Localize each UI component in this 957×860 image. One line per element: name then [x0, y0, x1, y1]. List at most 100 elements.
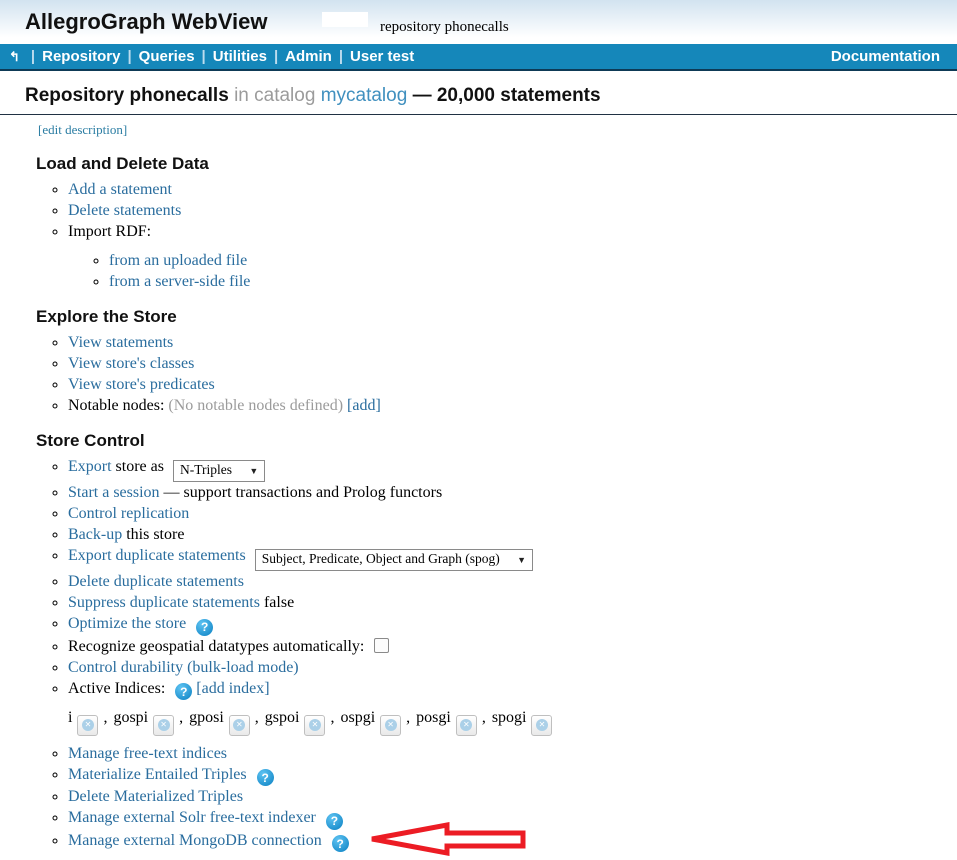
list-item: Suppress duplicate statements false — [68, 593, 957, 613]
import-uploaded-file-link[interactable]: from an uploaded file — [109, 252, 248, 269]
delete-duplicates-link[interactable]: Delete duplicate statements — [68, 573, 244, 590]
delete-index-button[interactable]: ✕ — [77, 714, 99, 736]
app-header: AllegroGraph WebView repository phonecal… — [0, 0, 957, 44]
delete-index-button[interactable]: ✕ — [531, 714, 553, 736]
view-statements-link[interactable]: View statements — [68, 334, 174, 351]
chevron-down-icon: ▼ — [517, 555, 527, 565]
page-title-in-catalog: in catalog — [234, 85, 316, 106]
notable-nodes-label: Notable nodes: — [68, 397, 165, 414]
suppress-duplicates-link[interactable]: Suppress duplicate statements — [68, 594, 260, 611]
backup-link[interactable]: Back-up — [68, 526, 123, 543]
header-context: repository phonecalls — [380, 19, 509, 35]
list-item: Active Indices: ? [add index] — [68, 679, 957, 700]
load-list: Add a statement Delete statements Import… — [0, 180, 957, 292]
nav-item-user-test[interactable]: User test — [350, 48, 415, 65]
materialize-triples-link[interactable]: Materialize Entailed Triples — [68, 765, 247, 783]
duplicate-mode-select[interactable]: Subject, Predicate, Object and Graph (sp… — [254, 549, 534, 571]
page-title: Repository phonecalls in catalog mycatal… — [0, 71, 957, 115]
add-index-link[interactable]: [add index] — [196, 679, 270, 697]
list-item: Import RDF: from an uploaded file from a… — [68, 222, 957, 292]
index-chip: i ✕ — [68, 709, 101, 736]
app-title: AllegroGraph WebView — [25, 9, 268, 34]
index-chip: gospi ✕ — [113, 709, 177, 736]
delete-index-button[interactable]: ✕ — [455, 714, 477, 736]
backup-label: this store — [126, 526, 185, 543]
main-nav: ↰ | Repository | Queries | Utilities | A… — [0, 44, 957, 71]
index-label: gposi — [189, 709, 224, 726]
section-heading-load: Load and Delete Data — [36, 154, 209, 173]
list-item: Start a session — support transactions a… — [68, 483, 957, 503]
list-item: Materialize Entailed Triples ? — [68, 765, 957, 786]
import-server-file-link[interactable]: from a server-side file — [109, 273, 251, 290]
list-item: Add a statement — [68, 180, 957, 200]
chevron-down-icon: ▼ — [249, 466, 259, 476]
index-label: posgi — [416, 709, 451, 726]
list-item: Notable nodes: (No notable nodes defined… — [68, 396, 957, 416]
index-separator: , — [406, 709, 411, 726]
section-heading-store-control: Store Control — [36, 431, 145, 450]
view-predicates-link[interactable]: View store's predicates — [68, 376, 215, 393]
export-duplicates-link[interactable]: Export duplicate statements — [68, 547, 246, 564]
list-item: Manage free-text indices — [68, 744, 957, 764]
optimize-store-link[interactable]: Optimize the store — [68, 615, 187, 632]
index-separator: , — [330, 709, 335, 726]
delete-statements-link[interactable]: Delete statements — [68, 202, 182, 219]
redaction-box — [322, 12, 368, 27]
catalog-link[interactable]: mycatalog — [320, 85, 408, 106]
index-label: spogi — [491, 709, 527, 726]
close-icon: ✕ — [157, 719, 170, 731]
index-separator: , — [254, 709, 259, 726]
view-classes-link[interactable]: View store's classes — [68, 355, 195, 372]
add-notable-node-link[interactable]: [add] — [347, 397, 381, 414]
index-separator: , — [103, 709, 108, 726]
control-durability-link[interactable]: Control durability (bulk-load mode) — [68, 658, 299, 676]
add-statement-link[interactable]: Add a statement — [68, 181, 172, 198]
index-chip: gspoi ✕ — [265, 709, 329, 736]
list-item: Delete statements — [68, 201, 957, 221]
edit-description-link[interactable]: [edit description] — [38, 122, 128, 137]
manage-freetext-link[interactable]: Manage free-text indices — [68, 744, 228, 762]
import-rdf-sublist: from an uploaded file from a server-side… — [68, 251, 957, 292]
list-item: Optimize the store ? — [68, 614, 957, 636]
explore-list: View statements View store's classes Vie… — [0, 333, 957, 416]
red-annotation-arrow-icon — [371, 821, 526, 856]
list-item: View store's predicates — [68, 375, 957, 395]
index-label: i — [68, 709, 73, 726]
page-title-repo: Repository phonecalls — [25, 85, 229, 106]
help-icon[interactable]: ? — [325, 812, 343, 830]
manage-solr-link[interactable]: Manage external Solr free-text indexer — [68, 809, 316, 826]
nav-item-utilities[interactable]: Utilities — [212, 48, 267, 65]
list-item: Control durability (bulk-load mode) — [68, 658, 957, 678]
nav-item-admin[interactable]: Admin — [285, 48, 332, 65]
delete-index-button[interactable]: ✕ — [304, 714, 326, 736]
list-item: View statements — [68, 333, 957, 353]
nav-separator: | — [201, 48, 206, 65]
help-icon[interactable]: ? — [196, 618, 214, 636]
export-store-link[interactable]: Export — [68, 458, 112, 475]
manage-mongodb-link[interactable]: Manage external MongoDB connection — [68, 831, 322, 849]
close-icon: ✕ — [81, 719, 94, 731]
list-item: Manage external MongoDB connection ? — [68, 821, 957, 856]
export-format-select[interactable]: N-Triples ▼ — [172, 460, 266, 482]
control-replication-link[interactable]: Control replication — [68, 505, 190, 522]
duplicate-mode-value: Subject, Predicate, Object and Graph (sp… — [261, 551, 500, 566]
index-label: gospi — [113, 709, 149, 726]
nav-item-repository[interactable]: Repository — [42, 48, 121, 65]
start-session-link[interactable]: Start a session — [68, 484, 160, 501]
nav-item-documentation[interactable]: Documentation — [830, 48, 940, 65]
back-arrow-icon[interactable]: ↰ — [9, 48, 20, 64]
nav-item-queries[interactable]: Queries — [138, 48, 195, 65]
delete-materialized-link[interactable]: Delete Materialized Triples — [68, 788, 244, 805]
delete-index-button[interactable]: ✕ — [153, 714, 175, 736]
list-item: Export store as N-Triples ▼ — [68, 457, 957, 482]
index-chip: posgi ✕ — [416, 709, 480, 736]
help-icon[interactable]: ? — [256, 769, 274, 786]
index-label: ospgi — [340, 709, 376, 726]
help-icon[interactable]: ? — [175, 683, 193, 700]
help-icon[interactable]: ? — [331, 835, 349, 852]
recognize-geospatial-checkbox[interactable] — [374, 637, 390, 653]
delete-index-button[interactable]: ✕ — [228, 714, 250, 736]
list-item: from a server-side file — [109, 272, 957, 292]
list-item: from an uploaded file — [109, 251, 957, 271]
delete-index-button[interactable]: ✕ — [380, 714, 402, 736]
